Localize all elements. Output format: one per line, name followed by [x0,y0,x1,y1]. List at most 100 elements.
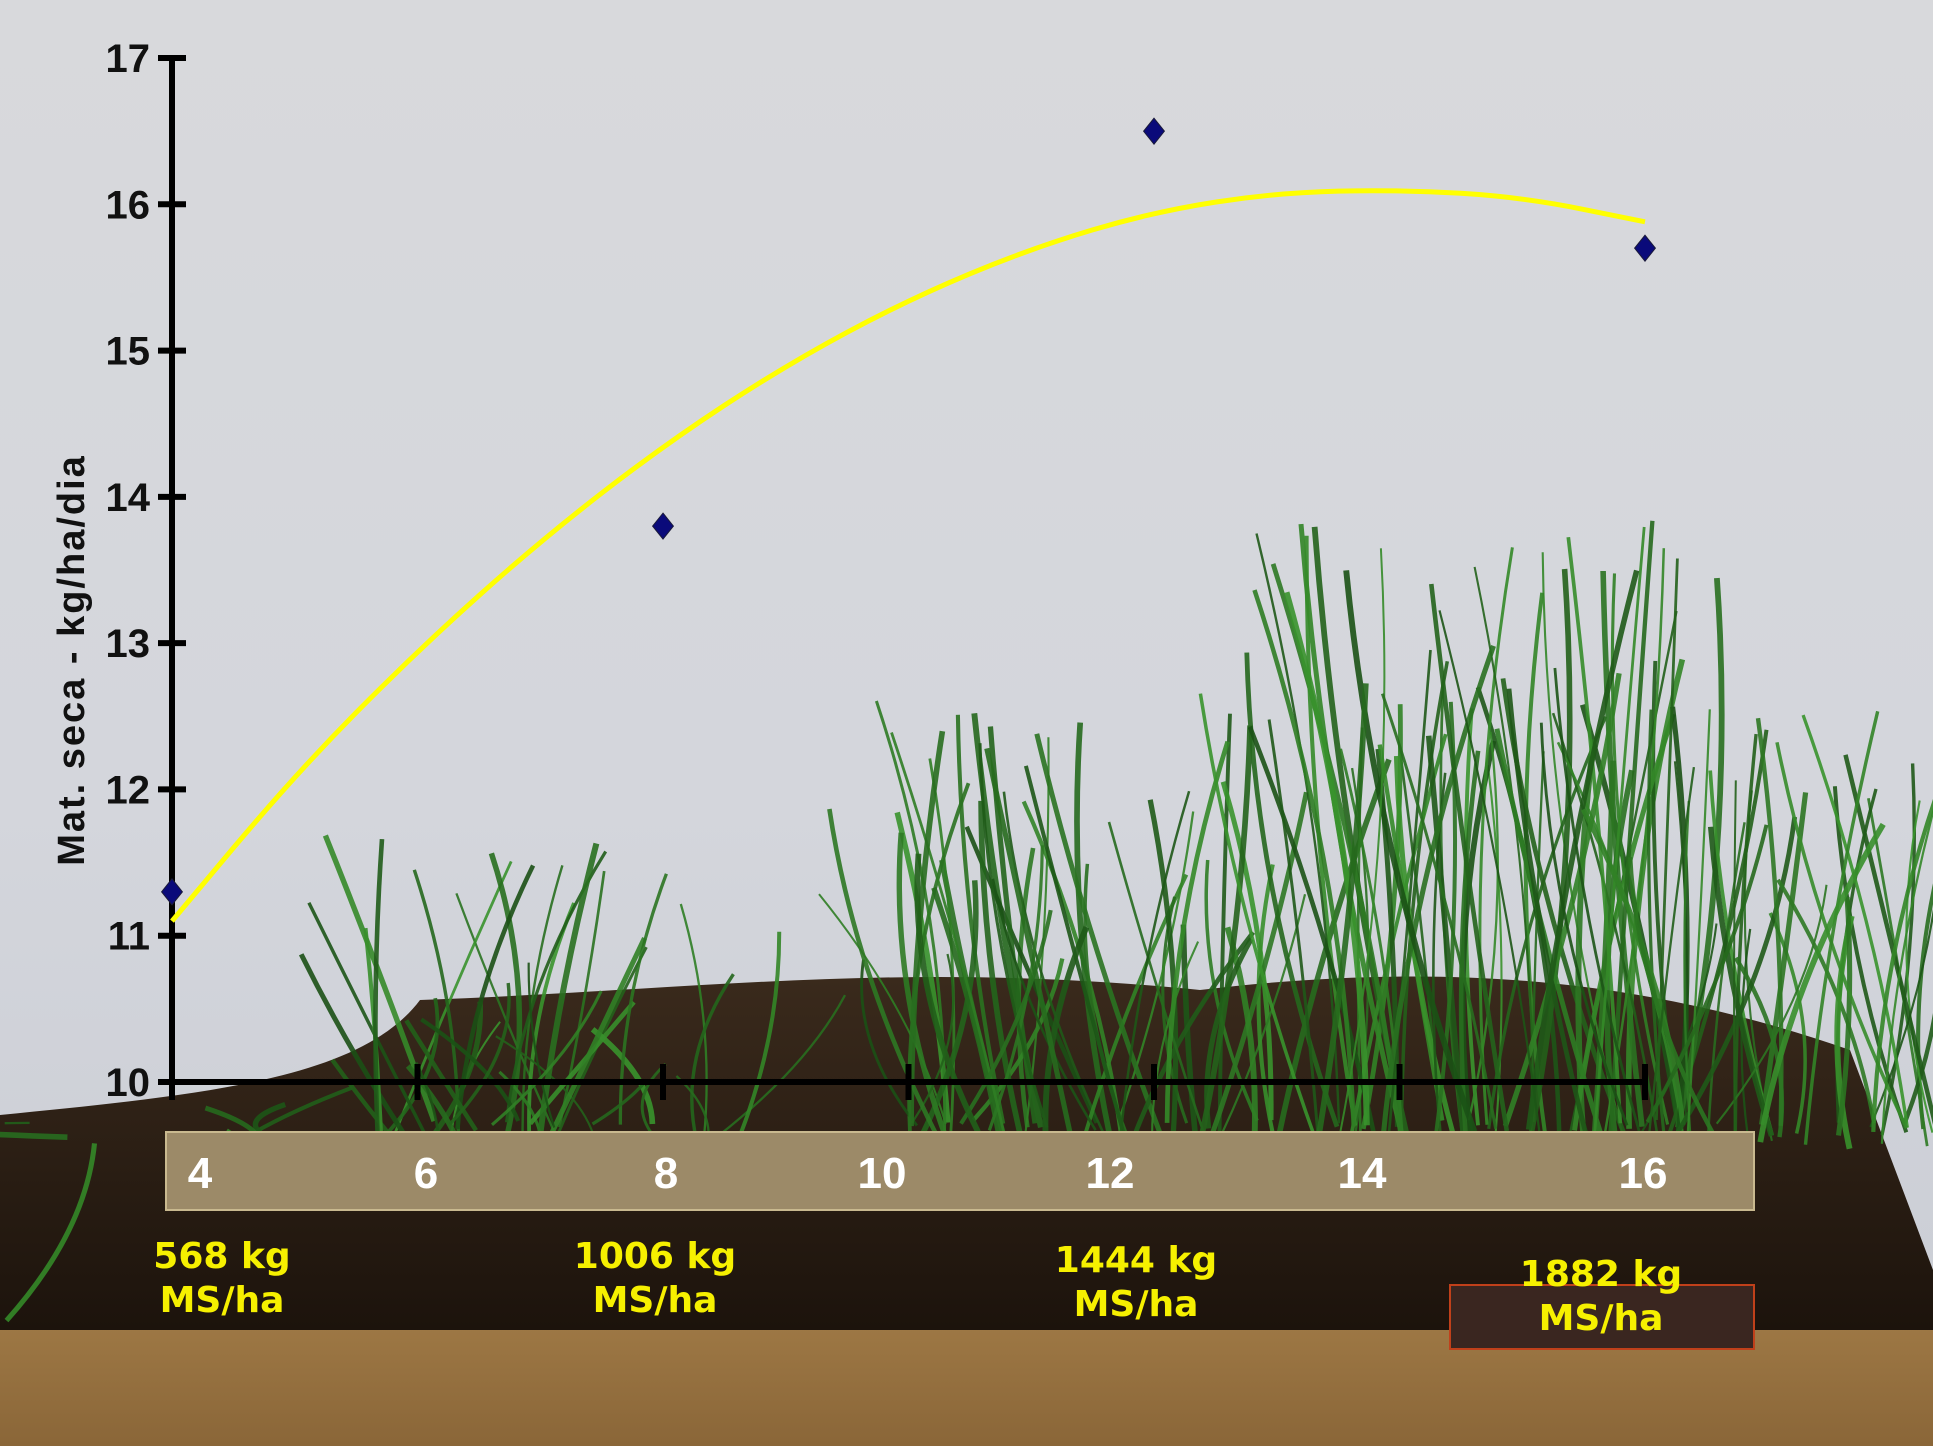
grass-blade [1244,652,1340,1128]
grass-blade [420,1017,521,1122]
mass-annotation-line1: 1006 kg [574,1236,736,1277]
grass-blade [1506,688,1593,1150]
y-tick-label: 11 [108,915,150,959]
grass-blade [1647,709,1667,1142]
grass-blade [1207,791,1309,1143]
grass-blade [679,903,708,1138]
x-category-label: 14 [1338,1149,1387,1198]
grass-blade [1905,800,1933,1133]
grass-blade [1801,714,1909,1128]
y-tick-label: 15 [106,330,151,374]
grass-blade [307,901,427,1136]
grass-blade [1733,780,1737,1134]
grass-blade [1526,568,1573,1144]
grass-blade [978,743,1049,1128]
data-points [160,117,1657,906]
grass-blade [1429,583,1510,1132]
grass-blade [1902,1012,1933,1125]
grass-blade [896,832,949,1139]
grass-blade [535,842,600,1147]
mass-annotation-line2: MS/ha [160,1280,285,1321]
grass-blade [1525,569,1640,1130]
grass-blade [1645,824,1769,1123]
grass-blade [1107,821,1211,1151]
grass-blade [298,953,405,1134]
grass-blade [1034,733,1166,1142]
grass-blade [1803,710,1880,1145]
grass-blade [1002,791,1112,1149]
grass-blade [527,962,556,1128]
data-point [1142,117,1166,145]
grass-blade [558,870,606,1128]
grass-blade [1252,589,1356,1127]
y-ticks: 10 11 12 13 14 15 16 17 [106,37,186,1105]
grass-blade [1042,926,1090,1133]
grass-blade [716,994,847,1138]
x-category-label: 4 [188,1149,213,1198]
grass-tufts [0,520,1933,1323]
grass-blade [1467,731,1499,1121]
grass-blade [1835,896,1853,1136]
grass-blade [1502,672,1622,1127]
mass-annotation-line2: MS/ha [593,1280,718,1321]
grass-blade [737,931,782,1138]
mass-annotation-line1: 1882 kg [1520,1254,1682,1295]
grass-blade [1755,717,1784,1126]
grass-blade [1343,570,1478,1133]
grass-blade [448,982,511,1126]
grass-blade [1880,807,1933,1144]
mass-annotation-line2: MS/ha [1074,1284,1199,1325]
x-ticks [169,1064,1648,1100]
x-category-label: 12 [1086,1149,1135,1198]
x-category-labels: 4 6 8 10 12 14 16 [188,1149,1668,1198]
data-point [160,878,184,906]
grass-blade [1768,912,1807,1134]
grass-blade [1478,547,1514,1125]
grass-blade [914,853,981,1134]
x-category-label: 10 [858,1149,907,1198]
mass-annotation-line1: 568 kg [153,1236,290,1277]
y-tick-label: 13 [106,622,151,666]
grass-blade [1628,857,1721,1145]
data-point [651,512,675,540]
x-category-label: 6 [414,1149,438,1198]
grass-blade [1834,915,1855,1150]
grass-blade [1399,660,1450,1137]
y-tick-label: 10 [106,1061,151,1105]
grass-blade [1539,722,1629,1126]
grass-blade [373,838,385,1149]
grass-blade [911,953,955,1124]
grass-blade [1256,864,1275,1133]
grass-blade [1683,800,1693,1150]
grass-blade [426,1001,483,1143]
grass-blade [1707,826,1775,1137]
grass-blade [404,1019,478,1132]
grass-blade [984,747,1076,1149]
grass-blade [1267,719,1321,1146]
grass-blade [1380,645,1496,1142]
grass-blade [1672,816,1798,1139]
grass-blade [1686,709,1711,1139]
mass-annotation-line1: 1444 kg [1055,1240,1217,1281]
x-category-label: 16 [1619,1149,1668,1198]
x-category-band [165,1131,1755,1211]
grass-blade [1880,763,1916,1136]
grass-blade [1757,822,1886,1143]
grass-blade [640,1063,667,1135]
grass-blade [0,1131,68,1140]
annotation-highlight-box [1449,1284,1755,1350]
grass-blade [1283,591,1370,1126]
y-tick-label: 17 [106,37,151,81]
y-tick-label: 12 [106,768,151,812]
grass-blade [488,852,523,1139]
axes: 10 11 12 13 14 15 16 17 [106,37,1648,1105]
grass-blade [1147,799,1179,1147]
grass-blade [860,959,919,1127]
grass-blade [818,893,947,1125]
grass-blade [1610,573,1670,1125]
trendline [170,188,1646,923]
grass-blade [1670,706,1690,1139]
grass-blade [618,873,668,1125]
